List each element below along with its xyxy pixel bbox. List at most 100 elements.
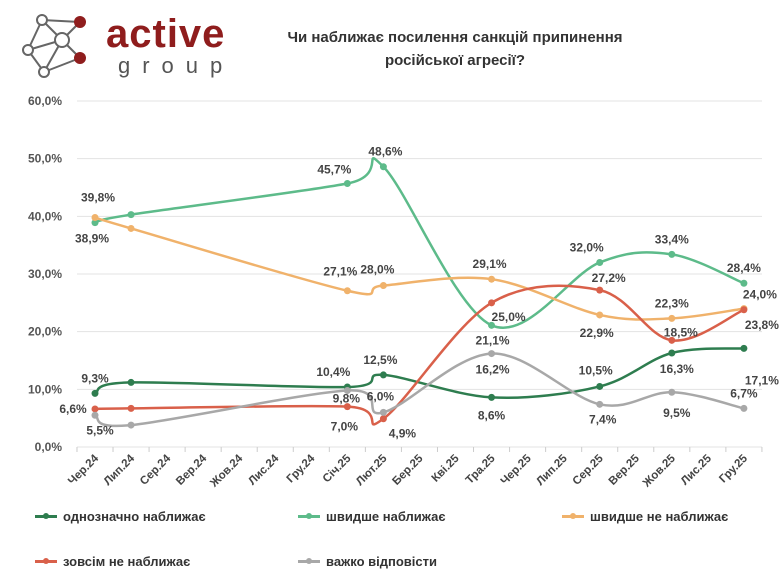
data-point [488,299,496,307]
data-label: 6,7% [730,386,758,400]
data-point [91,405,99,413]
data-label: 48,6% [368,145,402,159]
y-tick-label: 50,0% [28,152,62,166]
data-label: 5,5% [86,423,114,437]
x-tick-label: Чер.25 [499,452,534,487]
data-label: 27,2% [592,271,626,285]
legend-label: швидше наближає [326,509,446,524]
legend-item: швидше не наближає [562,509,728,524]
data-point [379,371,387,379]
x-tick-label: Бер.25 [390,452,426,488]
data-label: 24,0% [743,288,777,302]
data-point [488,350,496,358]
data-label: 16,2% [476,363,510,377]
data-label: 22,9% [580,326,614,340]
data-point [740,306,748,314]
data-point [668,250,676,258]
data-point [596,382,604,390]
data-point [127,404,135,412]
chart-title-line-2: російської агресії? [384,52,526,69]
data-point [343,403,351,411]
data-point [596,400,604,408]
data-label: 45,7% [317,162,351,176]
x-tick-label: Лют.25 [354,452,390,488]
legend-label: швидше не наближає [590,509,729,524]
legend-item: важко відповісти [298,554,437,569]
legend-swatch-icon [562,513,584,519]
x-tick-label: Січ.25 [321,452,354,485]
chart-title: Чи наближає посилення санкцій припинення… [250,26,660,72]
y-tick-label: 20,0% [28,325,62,339]
data-label: 12,5% [363,353,397,367]
legend-label: зовсім не наближає [63,554,191,569]
series-line-1 [94,157,745,329]
x-tick-label: Лис.25 [679,452,714,487]
data-label: 9,3% [81,371,109,385]
legend-item: однозначно наближає [35,509,206,524]
legend-label: однозначно наближає [63,509,206,524]
x-tick-label: Жов.25 [640,452,678,490]
data-point [488,275,496,283]
legend-label: важко відповісти [326,554,437,569]
data-point [740,279,748,287]
data-point [379,408,387,416]
series-line-2 [94,216,745,321]
data-point [343,386,351,394]
x-tick-label: Чер.24 [66,452,101,487]
data-point [596,311,604,319]
data-label: 23,8% [745,318,779,332]
data-label: 21,1% [476,333,510,347]
data-label: 7,0% [331,420,359,434]
data-point [343,179,351,187]
data-point [668,314,676,322]
x-tick-label: Лип.24 [102,452,138,488]
legend-item: зовсім не наближає [35,554,190,569]
y-tick-label: 0,0% [35,440,63,454]
data-point [379,163,387,171]
data-point [488,321,496,329]
y-tick-label: 60,0% [28,94,62,108]
data-label: 18,5% [664,325,698,339]
x-tick-label: Сер.24 [138,452,174,488]
data-point [668,336,676,344]
x-tick-label: Лип.25 [534,452,570,488]
data-label: 7,4% [589,412,617,426]
series-line-4 [94,352,745,428]
data-point [488,393,496,401]
data-point [127,211,135,219]
data-point [668,349,676,357]
logo-word-group: group [118,53,235,78]
data-point [596,258,604,266]
data-point [91,389,99,397]
data-label: 33,4% [655,232,689,246]
legend-swatch-icon [35,558,57,564]
data-label: 25,0% [492,310,526,324]
data-label: 29,1% [473,257,507,271]
data-label: 6,6% [59,402,87,416]
data-point [91,213,99,221]
y-tick-label: 40,0% [28,209,62,223]
network-logo-icon [22,14,86,78]
x-tick-label: Вер.24 [174,452,210,488]
data-label: 22,3% [655,296,689,310]
y-tick-label: 30,0% [28,267,62,281]
active-group-logo: active group [14,10,234,82]
data-point [127,224,135,232]
data-label: 6,0% [367,389,395,403]
data-label: 17,1% [745,373,779,387]
data-point [379,282,387,290]
data-point [127,378,135,386]
x-tick-label: Сер.25 [571,452,607,488]
data-point [127,421,135,429]
data-label: 38,9% [75,232,109,246]
x-tick-label: Лис.24 [246,452,281,487]
data-point [596,286,604,294]
data-point [91,219,99,227]
data-point [740,344,748,352]
x-tick-label: Кві.25 [430,452,462,484]
x-tick-label: Гру.25 [717,452,750,485]
x-tick-label: Тра.25 [464,452,498,486]
x-tick-label: Вер.25 [607,452,643,488]
data-point [91,411,99,419]
